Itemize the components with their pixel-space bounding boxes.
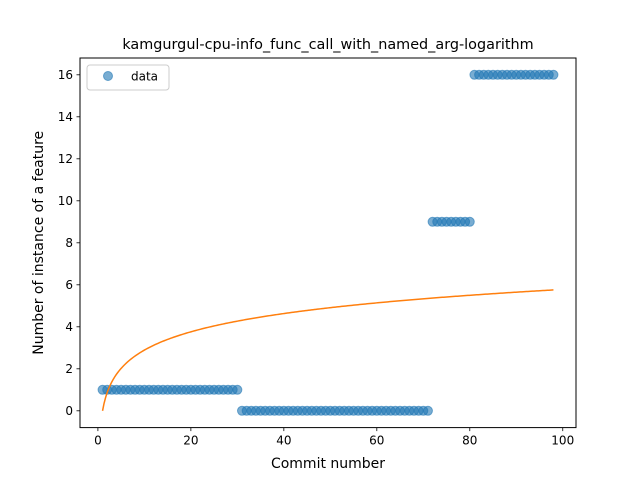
y-tick-label: 12 xyxy=(58,152,73,166)
x-axis: 0 20 40 60 80 100 xyxy=(94,427,574,448)
legend: data xyxy=(86,64,170,91)
y-tick-label: 14 xyxy=(58,110,73,124)
x-tick-label: 80 xyxy=(462,434,477,448)
x-tick-label: 40 xyxy=(276,434,291,448)
legend-marker-data xyxy=(103,71,113,81)
y-tick-label: 0 xyxy=(65,404,73,418)
legend-label-data: data xyxy=(131,70,158,84)
y-tick-label: 10 xyxy=(58,194,73,208)
x-tick-label: 20 xyxy=(183,434,198,448)
data-point xyxy=(422,405,433,416)
x-tick-label: 60 xyxy=(369,434,384,448)
y-axis-label: Number of instance of a feature xyxy=(31,131,47,355)
y-tick-label: 8 xyxy=(65,236,73,250)
y-tick-label: 16 xyxy=(58,68,73,82)
x-axis-label: Commit number xyxy=(271,456,385,472)
y-tick-label: 6 xyxy=(65,278,73,292)
y-tick-label: 2 xyxy=(65,362,73,376)
data-point xyxy=(464,216,475,227)
fit-line xyxy=(101,289,554,411)
x-tick-label: 100 xyxy=(551,434,574,448)
y-axis: 0 2 4 6 8 10 12 14 16 xyxy=(58,68,80,418)
y-tick-label: 4 xyxy=(65,320,73,334)
data-point xyxy=(232,384,243,395)
x-tick-label: 0 xyxy=(94,434,102,448)
chart-title: kamgurgul-cpu-info_func_call_with_named_… xyxy=(122,37,533,53)
data-point xyxy=(548,69,559,80)
plot-area xyxy=(97,69,559,416)
